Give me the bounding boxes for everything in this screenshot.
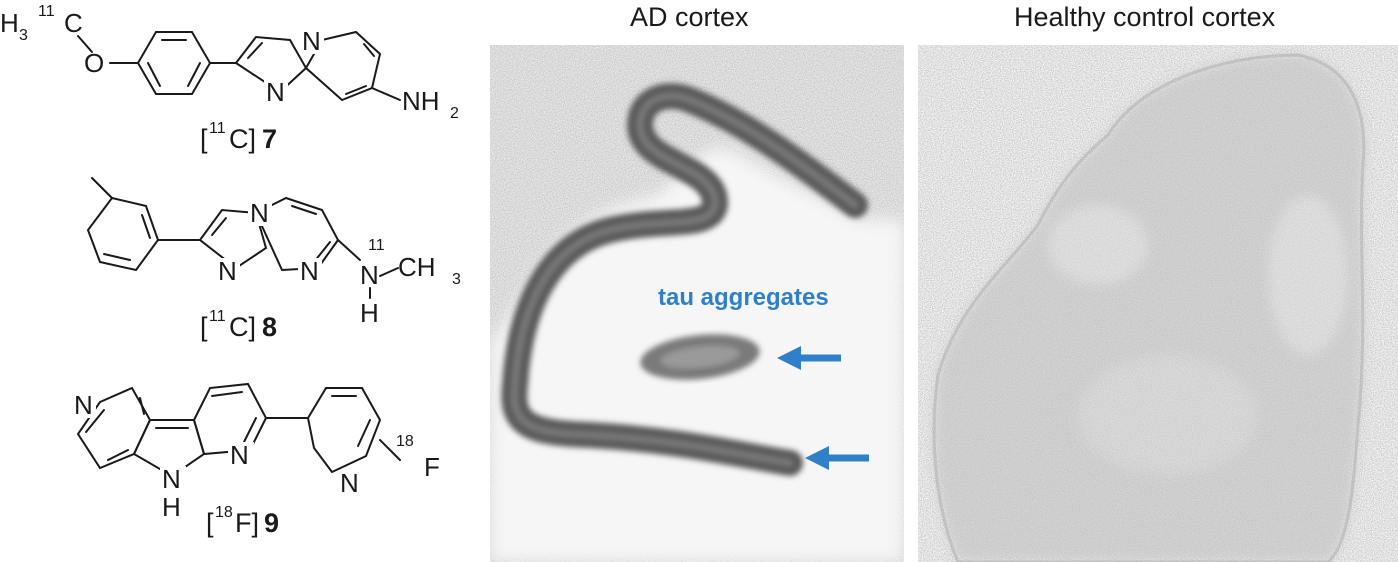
c8-label-number: 8 bbox=[262, 312, 277, 342]
structures-drawing: H 3 11 C O N N NH 2 bbox=[0, 3, 461, 538]
c8-ring-n1: N bbox=[250, 198, 269, 228]
c7-ring-n2: N bbox=[266, 77, 285, 107]
c7-amine: NH bbox=[402, 86, 440, 116]
c7-oxygen: O bbox=[84, 48, 104, 78]
c9-nh-h: H bbox=[162, 492, 181, 522]
tau-arrow-upper bbox=[777, 346, 841, 370]
structure-7: H 3 11 C O N N NH 2 bbox=[0, 3, 459, 154]
c9-fluorine: F bbox=[424, 452, 440, 482]
c8-amine-n: N bbox=[360, 260, 379, 290]
c7-ring-n1: N bbox=[302, 26, 321, 56]
c8-ring-n3: N bbox=[300, 256, 319, 286]
tau-arrow-lower bbox=[805, 446, 869, 470]
c7-methyl-sub: 3 bbox=[19, 27, 28, 44]
structure-8: N N N N 11 CH 3 H [ 11 C] 8 bbox=[86, 177, 461, 342]
c9-pyr-n: N bbox=[74, 390, 93, 420]
structure-9: N N H N N 18 F [ 18 F] bbox=[72, 382, 440, 538]
c8-label-prefix: [ bbox=[200, 312, 208, 342]
c8-label-iso: 11 bbox=[209, 308, 226, 325]
c7-label-prefix: [ bbox=[200, 124, 208, 154]
c9-f-iso: 18 bbox=[396, 433, 414, 450]
c9-nh-n: N bbox=[162, 464, 181, 494]
c7-methyl-h: H bbox=[0, 8, 19, 38]
c7-label-element: C] bbox=[229, 124, 256, 154]
control-cortex-autoradiograph bbox=[918, 45, 1398, 562]
ad-cortex-autoradiograph bbox=[490, 45, 904, 562]
c7-amine-sub: 2 bbox=[450, 105, 459, 122]
c8-ring-n2: N bbox=[218, 256, 237, 286]
c9-label-number: 9 bbox=[264, 508, 279, 538]
c9-label-element: F] bbox=[235, 508, 259, 538]
c7-methyl-iso: 11 bbox=[38, 3, 55, 20]
tau-aggregates-label: tau aggregates bbox=[658, 284, 829, 311]
c9-ring-n: N bbox=[230, 440, 249, 470]
c9-label-iso: 18 bbox=[215, 504, 233, 521]
control-cortex-title: Healthy control cortex bbox=[1014, 2, 1276, 32]
c8-amine-iso: 11 bbox=[368, 237, 385, 254]
ad-cortex-title: AD cortex bbox=[630, 2, 749, 32]
c7-label-number: 7 bbox=[262, 124, 277, 154]
c9-py-n: N bbox=[340, 468, 359, 498]
c8-label-element: C] bbox=[229, 312, 256, 342]
c7-methyl-c: C bbox=[64, 8, 83, 38]
c8-amine-h: H bbox=[360, 298, 379, 328]
c9-label-prefix: [ bbox=[206, 508, 214, 538]
chemical-structures: H 3 11 C O N N NH 2 bbox=[0, 0, 490, 562]
c8-methyl-sub: 3 bbox=[452, 271, 461, 288]
c8-methyl: CH bbox=[398, 252, 436, 282]
c7-label-iso: 11 bbox=[209, 120, 226, 137]
